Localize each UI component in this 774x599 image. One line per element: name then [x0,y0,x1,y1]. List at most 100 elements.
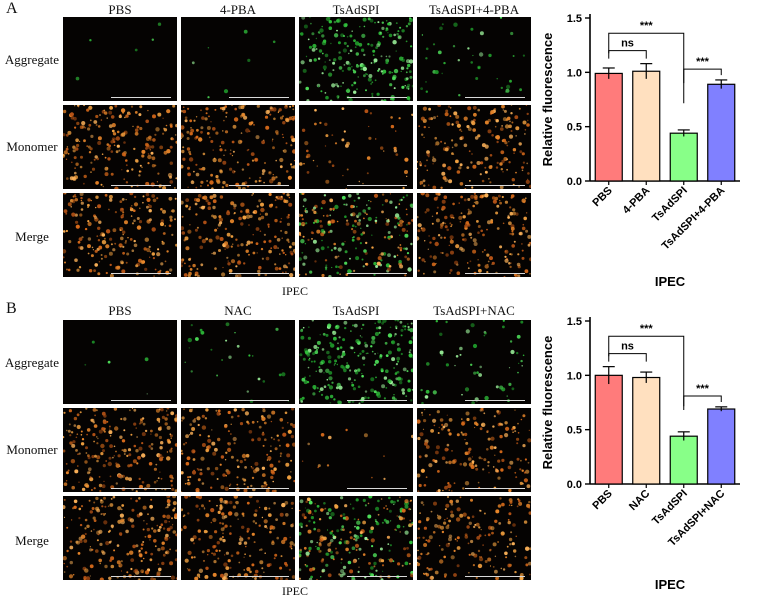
x-tick-label: PBS [590,185,614,209]
column-header: TsAdSPI [332,2,380,17]
significance-bracket [683,395,722,410]
scale-bar [347,400,407,401]
micrograph-tile [181,17,295,101]
micrograph-tile [417,408,531,492]
panel-caption: IPEC [282,284,309,298]
x-tick-label: NAC [627,488,652,513]
scale-bar [111,185,171,186]
scale-bar [465,97,525,98]
panel-letter-b: B [6,300,17,317]
y-axis-label: Relative fluorescence [540,33,555,167]
micrograph-tile [417,193,531,277]
scale-bar [111,273,171,274]
significance-label: *** [640,323,654,335]
scale-bar [111,97,171,98]
y-tick-label: 1.0 [567,370,582,382]
bar-chart-a: 0.0 0.5 1.0 1.5 Relative fluorescence PBS 4-PB… [540,13,740,289]
y-tick-label: 0.0 [567,176,582,188]
row-header: Monomer [6,139,58,154]
micrograph-tile [299,408,413,492]
scale-bar [347,488,407,489]
micrograph-tile [417,496,531,580]
micrograph-tile [181,193,295,277]
micrograph-tile [299,105,413,189]
scale-bar [347,97,407,98]
micrograph-tile [181,105,295,189]
scale-bar [111,488,171,489]
x-axis-label: IPEC [655,274,686,289]
micrograph-tile [63,193,177,277]
y-tick-label: 0.5 [567,425,582,437]
row-header: Monomer [6,442,58,457]
column-header: PBS [108,303,132,318]
scale-bar [465,400,525,401]
column-header: 4-PBA [219,2,257,17]
micrograph-tile [299,320,413,404]
scale-bar [229,97,289,98]
scale-bar [347,576,407,577]
scale-bar [465,576,525,577]
micrograph-tile [63,17,177,101]
micrograph-tile [299,496,413,580]
significance-label: *** [640,20,654,32]
significance-bracket [608,353,647,362]
panel-letter-a: A [6,0,18,17]
y-tick-label: 1.5 [567,316,582,328]
scale-bar [111,400,171,401]
scale-bar [347,273,407,274]
scale-bar [229,576,289,577]
micrograph-tile [63,408,177,492]
x-tick-label: 4-PBA [621,185,653,217]
significance-label: *** [696,56,710,68]
significance-bracket [608,335,685,407]
row-header: Merge [15,229,49,244]
significance-bracket [683,68,722,84]
x-tick-label: PBS [590,488,614,512]
micrograph-tile [63,105,177,189]
bar [632,376,661,485]
scale-bar [229,273,289,274]
scale-bar [229,488,289,489]
scale-bar [229,400,289,401]
micrograph-tile [181,320,295,404]
micrograph-tile [417,105,531,189]
y-tick-label: 1.5 [567,13,582,25]
column-header: TsAdSPI+4-PBA [428,2,520,17]
significance-bracket [608,50,647,59]
micrograph-tile [417,17,531,101]
y-tick-label: 0.0 [567,479,582,491]
micrograph-tile [181,408,295,492]
y-axis-label: Relative fluorescence [540,336,555,470]
x-axis-label: IPEC [655,577,686,592]
row-header: Aggregate [4,355,60,370]
scale-bar [465,273,525,274]
bar [632,70,661,182]
column-header: NAC [224,303,252,318]
scale-bar [111,576,171,577]
column-header: PBS [108,2,132,17]
y-tick-label: 0.5 [567,122,582,134]
scale-bar [465,488,525,489]
bar [669,132,698,182]
scale-bar [465,185,525,186]
bar [707,408,736,485]
bar [594,72,623,182]
micrograph-tile [299,193,413,277]
x-tick-label: TsAdSPI+4-PBA [660,185,728,253]
micrograph-tile [63,496,177,580]
significance-label: *** [696,383,710,395]
micrograph-tile [63,320,177,404]
micrograph-tile [181,496,295,580]
panel-caption: IPEC [282,584,309,598]
micrograph-tile [417,320,531,404]
y-tick-label: 1.0 [567,67,582,79]
micrograph-tile [299,17,413,101]
significance-bracket [608,32,685,104]
column-header: TsAdSPI+NAC [433,303,515,318]
bar [707,83,736,182]
row-header: Merge [15,533,49,548]
bar [669,435,698,485]
column-header: TsAdSPI [332,303,380,318]
row-header: Aggregate [4,52,60,67]
